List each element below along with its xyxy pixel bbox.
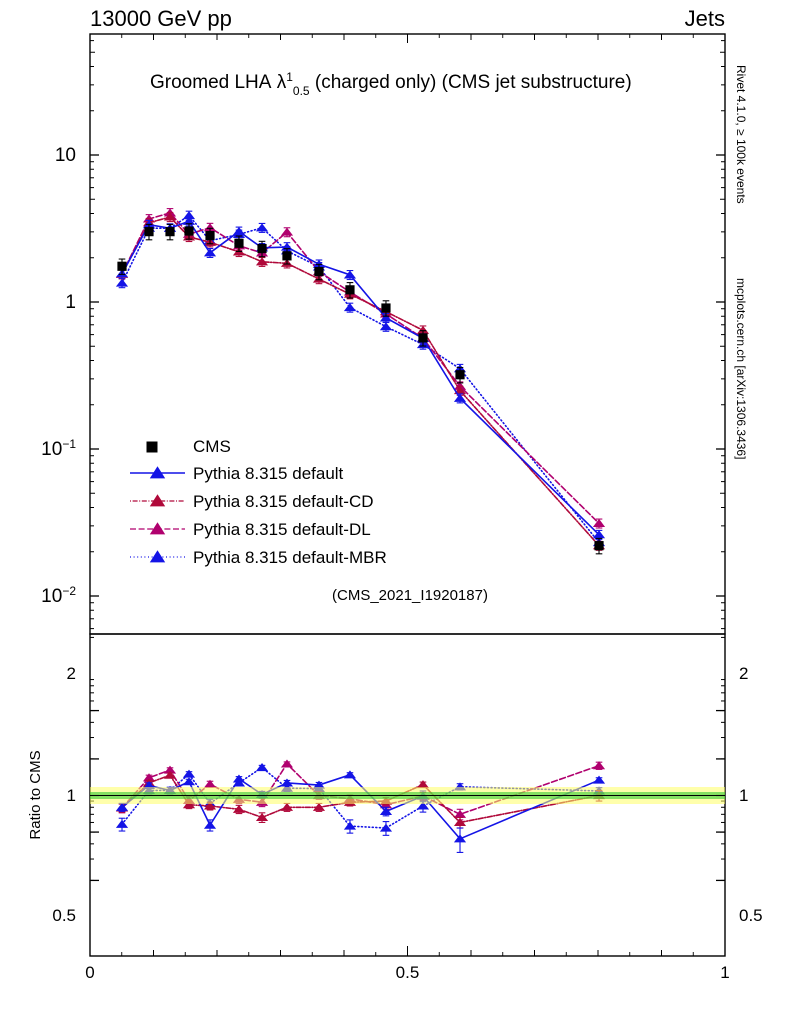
svg-text:0.5: 0.5 [396, 963, 420, 982]
svg-text:0: 0 [85, 963, 94, 982]
svg-text:Jets: Jets [685, 6, 725, 31]
svg-text:2: 2 [739, 664, 748, 683]
svg-text:1: 1 [739, 786, 748, 805]
svg-text:CMS: CMS [193, 437, 231, 456]
svg-text:10: 10 [55, 145, 76, 166]
svg-text:0.5: 0.5 [52, 906, 76, 925]
svg-text:Pythia 8.315 default-MBR: Pythia 8.315 default-MBR [193, 548, 387, 567]
svg-text:mcplots.cern.ch [arXiv:1306.34: mcplots.cern.ch [arXiv:1306.3436] [734, 278, 748, 459]
svg-text:Ratio to CMS: Ratio to CMS [27, 750, 44, 839]
svg-text:(CMS_2021_I1920187): (CMS_2021_I1920187) [332, 587, 488, 604]
svg-text:1: 1 [67, 786, 76, 805]
svg-text:Rivet 4.1.0, ≥ 100k events: Rivet 4.1.0, ≥ 100k events [734, 65, 748, 204]
svg-text:Pythia 8.315 default: Pythia 8.315 default [193, 464, 344, 483]
svg-text:Pythia 8.315 default-DL: Pythia 8.315 default-DL [193, 520, 371, 539]
svg-text:1: 1 [720, 963, 729, 982]
svg-text:0.5: 0.5 [739, 906, 763, 925]
svg-text:Pythia 8.315 default-CD: Pythia 8.315 default-CD [193, 492, 374, 511]
svg-text:2: 2 [67, 664, 76, 683]
svg-text:1: 1 [65, 292, 76, 313]
svg-text:13000 GeV pp: 13000 GeV pp [90, 6, 232, 31]
